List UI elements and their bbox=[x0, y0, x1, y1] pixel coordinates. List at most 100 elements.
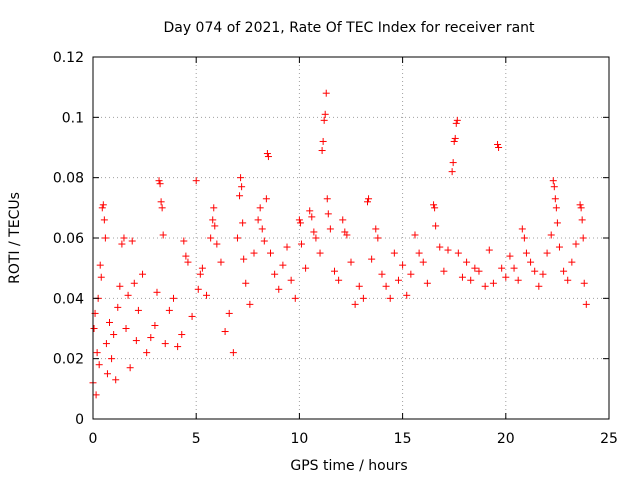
data-point bbox=[579, 234, 587, 242]
data-point bbox=[126, 364, 134, 372]
data-point bbox=[238, 183, 246, 191]
data-point bbox=[407, 270, 415, 278]
data-point bbox=[316, 249, 324, 257]
data-point bbox=[221, 328, 229, 336]
data-point bbox=[102, 340, 110, 348]
data-point bbox=[475, 267, 483, 275]
data-point bbox=[365, 195, 373, 203]
data-point bbox=[143, 349, 151, 357]
data-point bbox=[335, 276, 343, 284]
data-point bbox=[264, 153, 272, 161]
data-point bbox=[275, 285, 283, 293]
data-point bbox=[207, 234, 215, 242]
data-point bbox=[568, 258, 576, 266]
data-point bbox=[368, 255, 376, 263]
data-point bbox=[262, 195, 270, 203]
data-point bbox=[310, 228, 318, 236]
data-point bbox=[339, 216, 347, 224]
data-point bbox=[378, 270, 386, 278]
data-point bbox=[506, 252, 514, 260]
axes: 0 5 10 15 20 25 0 0.02 0.04 0.06 0.08 0.1 0.12 bbox=[53, 50, 618, 447]
data-point bbox=[444, 246, 452, 254]
data-point bbox=[374, 234, 382, 242]
data-point bbox=[451, 134, 459, 142]
data-point bbox=[188, 312, 196, 320]
data-point bbox=[552, 204, 560, 212]
data-point bbox=[97, 273, 105, 281]
grid bbox=[93, 57, 609, 419]
data-point bbox=[535, 282, 543, 290]
data-point bbox=[239, 219, 247, 227]
data-point bbox=[128, 237, 136, 245]
data-point bbox=[308, 213, 316, 221]
data-point bbox=[242, 279, 250, 287]
data-point bbox=[485, 246, 493, 254]
data-point bbox=[553, 219, 561, 227]
data-point bbox=[448, 168, 456, 176]
data-point bbox=[547, 231, 555, 239]
data-point bbox=[578, 216, 586, 224]
data-point bbox=[237, 174, 245, 182]
data-point bbox=[93, 349, 101, 357]
data-point bbox=[151, 321, 159, 329]
x-tick-label: 25 bbox=[600, 431, 618, 447]
data-point bbox=[225, 309, 233, 317]
data-point bbox=[279, 261, 287, 269]
data-point bbox=[452, 119, 460, 127]
data-point bbox=[372, 225, 380, 233]
data-point bbox=[560, 267, 568, 275]
data-point bbox=[96, 261, 104, 269]
data-point bbox=[254, 216, 262, 224]
data-point bbox=[498, 264, 506, 272]
data-point bbox=[295, 216, 303, 224]
data-point bbox=[103, 370, 111, 378]
data-point bbox=[209, 216, 217, 224]
data-point bbox=[364, 198, 372, 206]
data-point bbox=[194, 285, 202, 293]
data-point bbox=[430, 201, 438, 209]
data-point bbox=[92, 391, 100, 399]
y-tick-label: 0.06 bbox=[53, 231, 84, 247]
data-point bbox=[576, 201, 584, 209]
data-point bbox=[312, 234, 320, 242]
data-point bbox=[411, 231, 419, 239]
data-point bbox=[454, 249, 462, 257]
chart-title: Day 074 of 2021, Rate Of TEC Index for r… bbox=[163, 20, 535, 36]
data-point bbox=[98, 204, 106, 212]
x-tick-label: 20 bbox=[497, 431, 515, 447]
y-tick-label: 0.04 bbox=[53, 291, 84, 307]
data-point bbox=[577, 204, 585, 212]
data-point bbox=[106, 318, 114, 326]
data-point bbox=[302, 264, 310, 272]
data-point bbox=[174, 343, 182, 351]
data-point bbox=[549, 177, 557, 185]
data-point bbox=[319, 137, 327, 145]
data-point bbox=[318, 147, 326, 155]
data-point bbox=[351, 300, 359, 308]
data-point bbox=[134, 306, 142, 314]
data-point bbox=[502, 273, 510, 281]
data-point bbox=[432, 222, 440, 230]
data-point bbox=[330, 267, 338, 275]
data-point bbox=[467, 276, 475, 284]
y-tick-label: 0.08 bbox=[53, 171, 84, 187]
data-point bbox=[157, 198, 165, 206]
data-point bbox=[343, 231, 351, 239]
data-point bbox=[240, 255, 248, 263]
data-point bbox=[159, 231, 167, 239]
data-point bbox=[161, 340, 169, 348]
data-point bbox=[155, 177, 163, 185]
data-point bbox=[124, 291, 132, 299]
x-tick-label: 5 bbox=[192, 431, 201, 447]
data-point bbox=[120, 234, 128, 242]
data-point bbox=[320, 116, 328, 124]
data-point bbox=[551, 195, 559, 203]
data-point bbox=[399, 261, 407, 269]
data-point bbox=[211, 222, 219, 230]
x-tick-label: 15 bbox=[394, 431, 412, 447]
data-point bbox=[122, 325, 130, 332]
data-point bbox=[543, 249, 551, 257]
data-point bbox=[471, 264, 479, 272]
data-point bbox=[130, 279, 138, 287]
data-point bbox=[291, 294, 299, 302]
